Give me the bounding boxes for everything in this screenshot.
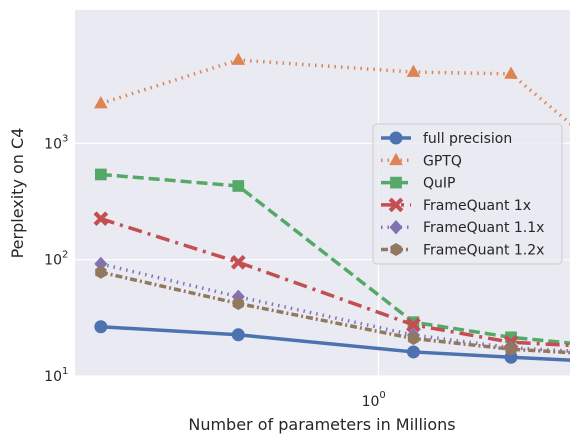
legend-box bbox=[372, 123, 563, 265]
legend-label: FrameQuant 1.2x bbox=[423, 243, 544, 259]
legend-entry: full precision bbox=[381, 131, 512, 147]
legend-label: full precision bbox=[423, 131, 512, 147]
data-point bbox=[94, 256, 108, 272]
legend-marker bbox=[389, 220, 403, 235]
legend-entry: QuIP bbox=[381, 176, 455, 192]
legend-entry: FrameQuant 1.2x bbox=[381, 243, 544, 259]
series-framequant-1-2x bbox=[95, 265, 570, 356]
y-tick-label: 10 bbox=[44, 136, 62, 152]
data-point bbox=[94, 320, 108, 334]
x-axis-label: Number of parameters in Millions bbox=[188, 415, 455, 434]
data-point bbox=[406, 64, 421, 77]
legend-marker bbox=[390, 176, 402, 189]
data-point bbox=[504, 350, 518, 364]
legend-marker bbox=[389, 131, 403, 145]
legend-label: FrameQuant 1x bbox=[423, 198, 531, 214]
data-point bbox=[231, 289, 245, 304]
tick-labels: 10 110 210 310 0 bbox=[44, 133, 386, 410]
data-point bbox=[95, 265, 107, 279]
y-tick-exponent: 3 bbox=[62, 133, 68, 144]
legend-marker bbox=[388, 197, 404, 213]
series-lines bbox=[93, 52, 570, 364]
legend: full precision GPTQ QuIP FrameQuant 1x Frame… bbox=[372, 123, 563, 265]
legend-marker bbox=[390, 243, 402, 256]
data-point bbox=[407, 332, 420, 346]
legend-marker bbox=[389, 152, 403, 166]
series-full-precision bbox=[94, 320, 570, 364]
series-gptq bbox=[94, 52, 570, 126]
data-point bbox=[94, 96, 108, 109]
legend-entry: GPTQ bbox=[381, 152, 462, 169]
data-point bbox=[231, 328, 245, 342]
data-point bbox=[232, 297, 244, 310]
data-point bbox=[505, 331, 517, 344]
data-point bbox=[504, 66, 518, 79]
x-tick-label: 10 bbox=[362, 394, 380, 410]
y-tick-label: 10 bbox=[44, 369, 62, 385]
data-point bbox=[505, 342, 517, 356]
data-point bbox=[93, 211, 109, 227]
y-axis-label: Perplexity on C4 bbox=[8, 128, 27, 259]
y-tick-exponent: 2 bbox=[62, 250, 68, 261]
data-point bbox=[406, 345, 420, 359]
data-point bbox=[231, 52, 246, 65]
legend-label: QuIP bbox=[423, 176, 455, 192]
legend-label: GPTQ bbox=[423, 153, 462, 169]
data-point bbox=[232, 180, 245, 192]
legend-label: FrameQuant 1.1x bbox=[423, 220, 544, 236]
data-point bbox=[94, 168, 107, 181]
y-tick-label: 10 bbox=[44, 253, 62, 269]
data-point bbox=[230, 254, 246, 270]
y-tick-exponent: 1 bbox=[62, 366, 68, 377]
legend-entry: FrameQuant 1x bbox=[381, 197, 531, 214]
x-tick-exponent: 0 bbox=[379, 390, 385, 401]
legend-entry: FrameQuant 1.1x bbox=[381, 220, 544, 236]
data-point bbox=[406, 317, 421, 333]
